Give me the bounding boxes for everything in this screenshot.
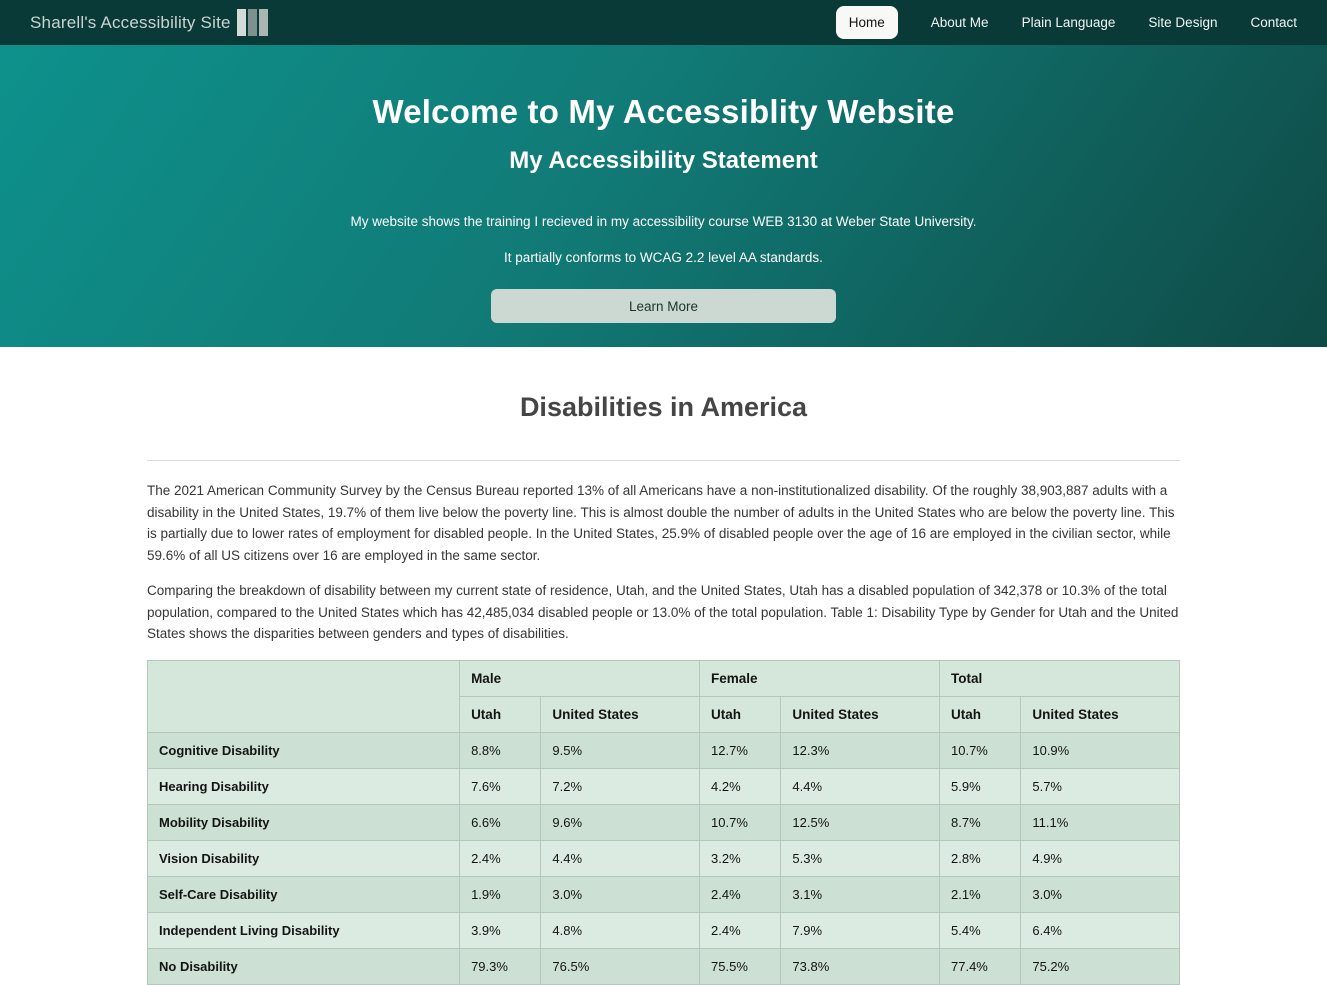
cell-value: 4.9% <box>1020 839 1180 877</box>
hero-section: Welcome to My Accessiblity Website My Ac… <box>0 45 1327 347</box>
hero-subtitle: My Accessibility Statement <box>509 147 818 174</box>
nav-links: Home About Me Plain Language Site Design… <box>835 6 1297 39</box>
cell-value: 2.4% <box>699 875 782 913</box>
hero-title: Welcome to My Accessiblity Website <box>372 93 955 130</box>
brand: Sharell's Accessibility Site <box>30 9 268 36</box>
cell-value: 5.4% <box>938 911 1022 949</box>
paragraph-utah-comparison: Comparing the breakdown of disability be… <box>147 583 1179 641</box>
cell-value: 10.7% <box>699 803 782 841</box>
cell-value: 2.4% <box>459 839 542 877</box>
corner-cell <box>146 659 461 733</box>
cell-value: 4.4% <box>780 767 940 805</box>
nav-item-home[interactable]: Home <box>835 6 898 39</box>
cell-value: 5.3% <box>780 839 940 877</box>
bar-glyph <box>258 9 268 36</box>
cell-value: 4.2% <box>699 767 782 805</box>
cell-value: 12.3% <box>780 731 940 769</box>
cell-value: 10.9% <box>1020 731 1180 769</box>
cell-value: 12.5% <box>780 803 940 841</box>
cell-value: 2.4% <box>699 911 782 949</box>
group-header-female: Female <box>699 659 940 697</box>
row-label: Independent Living Disability <box>146 911 461 949</box>
paragraph-survey-stats: The 2021 American Community Survey by th… <box>147 483 1175 563</box>
sub-header: Utah <box>938 695 1022 733</box>
sub-header: United States <box>540 695 701 733</box>
cell-value: 12.7% <box>699 731 782 769</box>
cell-value: 6.6% <box>459 803 542 841</box>
nav-item-site-design[interactable]: Site Design <box>1148 15 1218 30</box>
cell-value: 4.8% <box>540 911 701 949</box>
sub-header: Utah <box>459 695 542 733</box>
cell-value: 2.1% <box>938 875 1022 913</box>
disability-table: Male Female Total Utah United States Uta… <box>146 659 1180 985</box>
cell-value: 6.4% <box>1020 911 1180 949</box>
cell-value: 5.7% <box>1020 767 1180 805</box>
nav-item-plain-language[interactable]: Plain Language <box>1021 15 1116 30</box>
cell-value: 3.0% <box>1020 875 1180 913</box>
group-header-total: Total <box>939 659 1180 697</box>
brand-title: Sharell's Accessibility Site <box>30 12 231 32</box>
table-row: Cognitive Disability 8.8% 9.5% 12.7% 12.… <box>146 731 1180 769</box>
cell-value: 77.4% <box>938 947 1022 985</box>
table-row: Independent Living Disability 3.9% 4.8% … <box>146 911 1180 949</box>
cell-value: 75.2% <box>1020 947 1180 985</box>
table-sub-header-row: Utah United States Utah United States Ut… <box>148 695 1180 733</box>
cell-value: 73.8% <box>780 947 940 985</box>
bar-glyph <box>236 9 246 36</box>
cell-value: 79.3% <box>459 947 542 985</box>
cell-value: 3.0% <box>540 875 701 913</box>
cell-value: 10.7% <box>938 731 1022 769</box>
row-label: Vision Disability <box>146 839 461 877</box>
main-content: Disabilities in America The 2021 America… <box>146 347 1180 985</box>
sub-header: United States <box>1020 695 1180 733</box>
nav-item-about-me[interactable]: About Me <box>930 15 989 30</box>
nav-item-contact[interactable]: Contact <box>1250 15 1297 30</box>
top-nav: Sharell's Accessibility Site Home About … <box>0 0 1327 45</box>
hero-conformance-line: It partially conforms to WCAG 2.2 level … <box>504 250 823 265</box>
brand-bars-icon <box>236 9 268 36</box>
cell-value: 3.9% <box>459 911 542 949</box>
row-label: Mobility Disability <box>146 803 461 841</box>
section-heading: Disabilities in America <box>519 392 808 422</box>
cell-value: 75.5% <box>699 947 782 985</box>
cell-value: 76.5% <box>540 947 701 985</box>
cell-value: 4.4% <box>540 839 701 877</box>
sub-header: Utah <box>699 695 782 733</box>
cell-value: 7.9% <box>780 911 940 949</box>
divider <box>147 460 1180 461</box>
bar-glyph <box>247 9 257 36</box>
row-label: Hearing Disability <box>146 767 461 805</box>
table-row: No Disability 79.3% 76.5% 75.5% 73.8% 77… <box>146 947 1180 985</box>
cell-value: 3.2% <box>699 839 782 877</box>
cell-value: 7.6% <box>459 767 542 805</box>
cell-value: 8.8% <box>459 731 542 769</box>
learn-more-button[interactable]: Learn More <box>491 289 836 323</box>
cell-value: 9.6% <box>540 803 701 841</box>
row-label: Cognitive Disability <box>146 731 461 769</box>
cell-value: 11.1% <box>1020 803 1180 841</box>
table-group-header-row: Male Female Total <box>146 659 1180 733</box>
table-row: Hearing Disability 7.6% 7.2% 4.2% 4.4% 5… <box>146 767 1180 805</box>
table-row: Self-Care Disability 1.9% 3.0% 2.4% 3.1%… <box>146 875 1180 913</box>
cell-value: 3.1% <box>780 875 940 913</box>
cell-value: 7.2% <box>540 767 701 805</box>
cell-value: 1.9% <box>459 875 542 913</box>
cell-value: 2.8% <box>938 839 1022 877</box>
table-row: Vision Disability 2.4% 4.4% 3.2% 5.3% 2.… <box>146 839 1180 877</box>
hero-intro-line: My website shows the training I recieved… <box>350 214 977 229</box>
cell-value: 8.7% <box>938 803 1022 841</box>
row-label: Self-Care Disability <box>146 875 461 913</box>
group-header-male: Male <box>459 659 701 697</box>
row-label: No Disability <box>146 947 461 985</box>
cell-value: 5.9% <box>938 767 1022 805</box>
cell-value: 9.5% <box>540 731 701 769</box>
table-row: Mobility Disability 6.6% 9.6% 10.7% 12.5… <box>146 803 1180 841</box>
sub-header: United States <box>780 695 940 733</box>
